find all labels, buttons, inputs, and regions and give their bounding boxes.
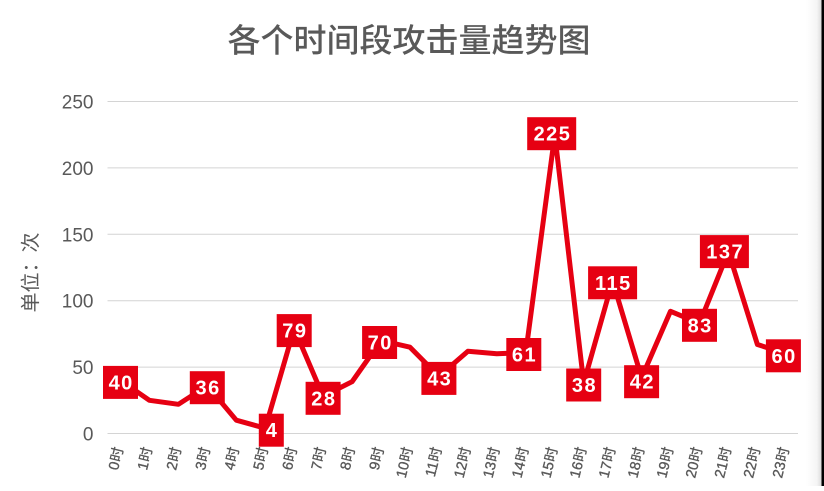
svg-text:0: 0 [83,425,94,446]
svg-text:28: 28 [311,388,336,410]
svg-text:137: 137 [706,242,744,264]
svg-text:42: 42 [630,372,655,394]
svg-text:50: 50 [72,358,93,379]
svg-text:43: 43 [427,368,452,390]
svg-text:79: 79 [282,321,307,343]
svg-text:250: 250 [62,93,94,114]
svg-text:83: 83 [688,315,713,337]
svg-text:115: 115 [595,273,632,295]
svg-text:70: 70 [368,333,393,355]
svg-text:100: 100 [62,292,94,313]
svg-text:60: 60 [771,346,796,368]
svg-text:36: 36 [195,378,220,400]
svg-text:225: 225 [534,124,572,146]
svg-text:150: 150 [62,225,94,246]
svg-text:61: 61 [512,345,537,367]
svg-text:200: 200 [62,159,94,180]
svg-text:40: 40 [109,372,134,394]
svg-text:4: 4 [266,420,279,442]
svg-text:38: 38 [572,375,597,397]
